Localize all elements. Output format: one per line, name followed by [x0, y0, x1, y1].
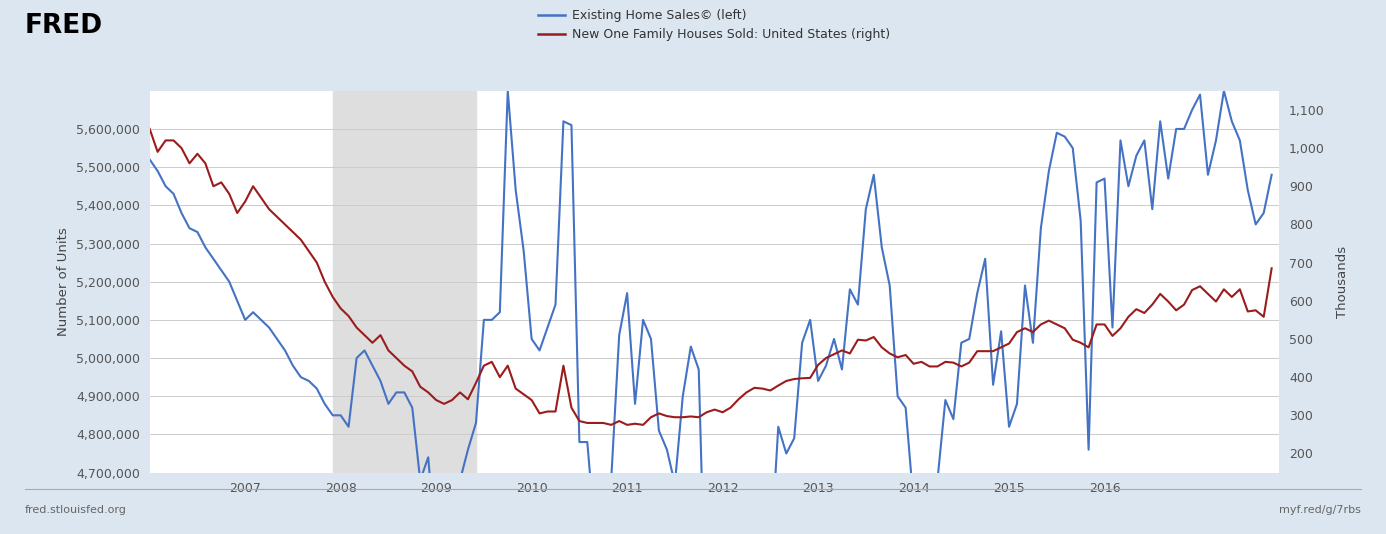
Text: FRED: FRED: [25, 13, 103, 40]
Y-axis label: Number of Units: Number of Units: [57, 227, 71, 336]
Legend: Existing Home Sales© (left), New One Family Houses Sold: United States (right): Existing Home Sales© (left), New One Fam…: [538, 9, 890, 41]
Y-axis label: Thousands: Thousands: [1336, 246, 1349, 318]
Text: myf.red/g/7rbs: myf.red/g/7rbs: [1279, 505, 1361, 515]
Text: fred.stlouisfed.org: fred.stlouisfed.org: [25, 505, 128, 515]
Bar: [333, 91, 475, 473]
